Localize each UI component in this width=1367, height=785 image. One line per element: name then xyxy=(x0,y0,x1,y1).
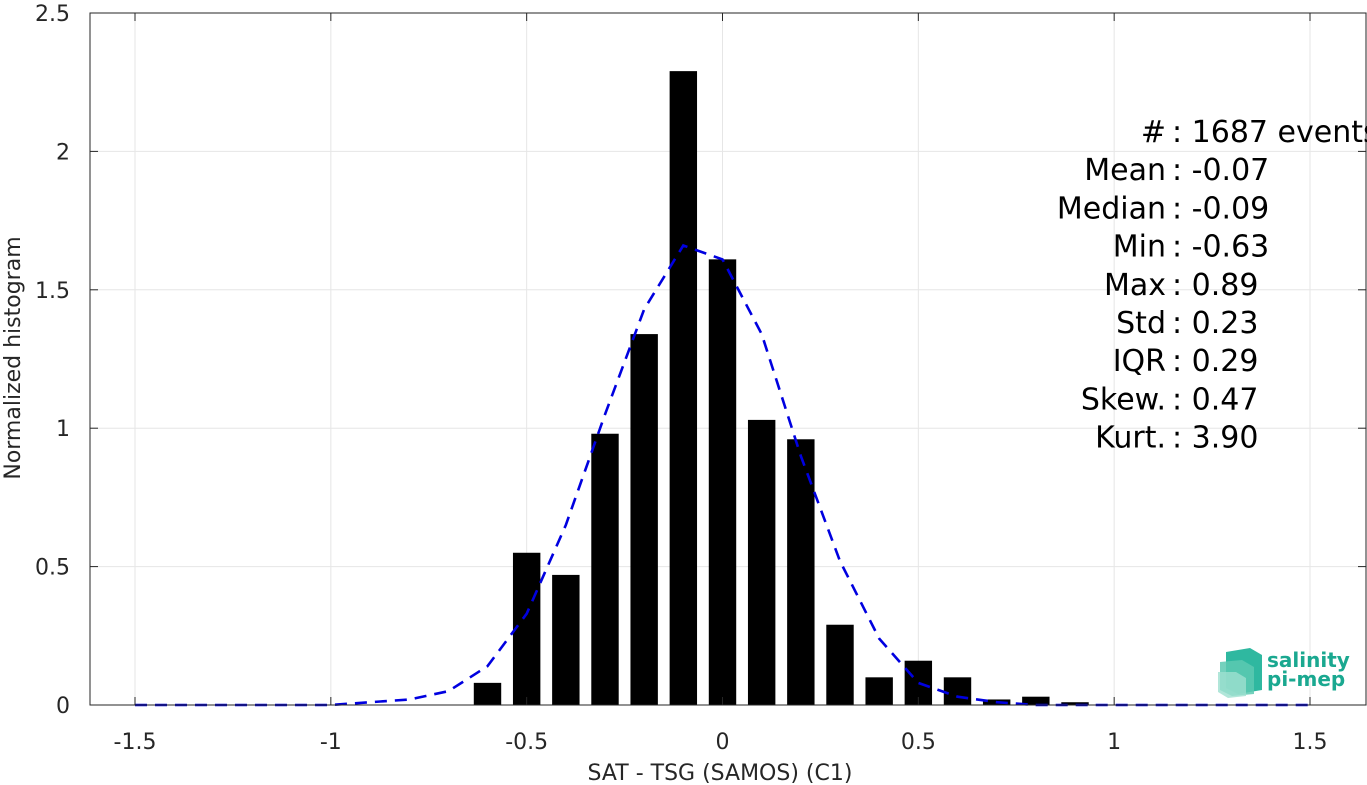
x-axis-title: SAT - TSG (SAMOS) (C1) xyxy=(588,761,853,785)
logo-text-salinity: salinity xyxy=(1267,648,1350,672)
stat-value: : -0.09 xyxy=(1172,191,1269,226)
y-tick-label: 2.5 xyxy=(35,2,70,27)
histogram-bar xyxy=(512,552,541,705)
stat-value: : 0.29 xyxy=(1172,344,1258,379)
stat-value: : 1687 events xyxy=(1172,115,1367,150)
y-axis-ticks: 0 0.5 1 1.5 2 2.5 xyxy=(35,2,1366,719)
histogram-bar xyxy=(1022,696,1050,705)
x-tick-label: 0.5 xyxy=(901,730,936,755)
y-axis-title: Normalized histogram xyxy=(1,236,26,479)
stat-value: : -0.07 xyxy=(1172,153,1269,188)
histogram-bar xyxy=(1061,702,1089,705)
y-tick-label: 1 xyxy=(56,417,70,442)
histogram-bar xyxy=(826,624,854,705)
histogram-bars xyxy=(473,71,1089,706)
x-tick-label: 1 xyxy=(1107,730,1121,755)
stat-value: : 3.90 xyxy=(1172,421,1258,456)
x-tick-label: 1.5 xyxy=(1293,730,1328,755)
x-axis-ticks: -1.5 -1 -0.5 0 0.5 1 1.5 xyxy=(114,13,1328,755)
stat-value: : 0.47 xyxy=(1172,382,1258,417)
histogram-bar xyxy=(708,259,737,705)
logo-text-pimep: pi-mep xyxy=(1267,667,1345,691)
histogram-bar xyxy=(943,677,972,705)
logo-mark-icon xyxy=(1218,648,1262,698)
y-tick-label: 1.5 xyxy=(35,279,70,304)
stat-label: IQR xyxy=(1113,344,1166,379)
stat-label: Max xyxy=(1104,268,1166,303)
fit-curve-line xyxy=(135,243,1310,707)
histogram-bar xyxy=(669,71,698,706)
plot-frame xyxy=(89,12,1367,706)
histogram-bar xyxy=(630,334,658,705)
salinity-pi-mep-logo: salinity pi-mep xyxy=(1218,648,1350,698)
histogram-bar xyxy=(473,682,502,705)
histogram-bar xyxy=(552,574,580,705)
histogram-bar xyxy=(865,677,893,705)
x-tick-label: 0 xyxy=(716,730,730,755)
stat-label: # xyxy=(1141,115,1166,150)
stat-label: Median xyxy=(1057,191,1166,226)
histogram-bar xyxy=(591,433,619,705)
stat-label: Mean xyxy=(1084,153,1166,188)
y-tick-label: 0 xyxy=(56,694,70,719)
histogram-bar xyxy=(747,419,776,705)
stat-label: Kurt. xyxy=(1095,421,1166,456)
x-tick-label: -1.5 xyxy=(114,730,157,755)
stat-label: Skew. xyxy=(1081,382,1166,417)
y-tick-label: 2 xyxy=(56,140,70,165)
x-tick-label: -0.5 xyxy=(505,730,548,755)
stat-value: : 0.89 xyxy=(1172,268,1258,303)
stat-label: Std xyxy=(1116,306,1166,341)
stat-label: Min xyxy=(1113,230,1166,265)
stat-value: : -0.63 xyxy=(1172,230,1269,265)
y-tick-label: 0.5 xyxy=(35,556,70,581)
stat-value: : 0.23 xyxy=(1172,306,1258,341)
x-tick-label: -1 xyxy=(320,730,342,755)
